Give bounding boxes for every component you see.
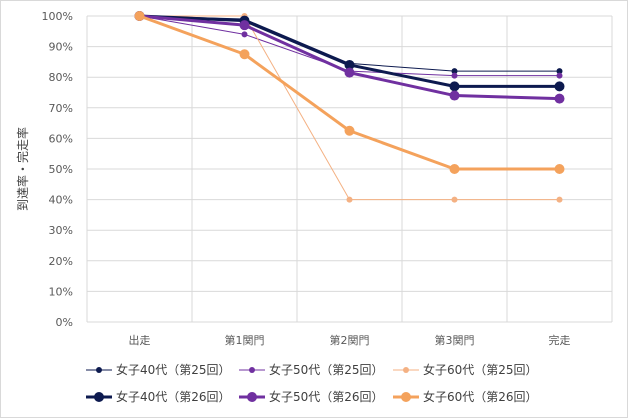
data-point <box>451 68 458 75</box>
data-point <box>239 20 250 31</box>
y-tick-label: 0% <box>56 316 73 329</box>
series <box>134 11 565 104</box>
data-point <box>451 72 458 79</box>
y-tick-label: 40% <box>49 194 73 207</box>
legend-swatch-marker <box>249 367 255 373</box>
legend-item: 女子50代（第25回） <box>239 362 384 377</box>
legend-label: 女子40代（第26回） <box>116 389 231 404</box>
data-point <box>346 196 353 203</box>
data-point <box>556 68 563 75</box>
y-tick-label: 30% <box>49 224 73 237</box>
series <box>134 11 565 174</box>
data-point <box>449 164 460 174</box>
legend-item: 女子40代（第26回） <box>86 389 231 404</box>
data-point <box>344 59 355 70</box>
legend-swatch-marker <box>401 392 411 402</box>
series-lines <box>134 11 565 203</box>
series <box>134 11 565 92</box>
legend-item: 女子60代（第25回） <box>393 362 538 377</box>
data-point <box>344 67 355 78</box>
data-point <box>344 125 355 136</box>
y-tick-label: 70% <box>49 102 73 115</box>
legend-label: 女子40代（第25回） <box>116 362 231 377</box>
y-tick-label: 10% <box>49 285 73 298</box>
legend-item: 女子40代（第25回） <box>86 362 231 377</box>
data-point <box>556 196 563 203</box>
x-tick-label: 出走 <box>129 333 151 347</box>
x-axis-tick-labels: 出走 第1関門 第2関門 第3関門 完走 <box>129 333 571 347</box>
data-point <box>134 11 145 21</box>
data-point <box>239 49 250 60</box>
data-point <box>451 196 458 203</box>
data-point <box>554 164 565 174</box>
legend-swatch-marker <box>247 392 257 402</box>
y-tick-label: 80% <box>49 71 73 84</box>
x-tick-label: 第3関門 <box>435 333 475 347</box>
y-tick-label: 100% <box>42 10 73 23</box>
legend-item: 女子60代（第26回） <box>393 389 538 404</box>
legend-swatch-marker <box>403 367 409 373</box>
data-point <box>556 72 563 79</box>
y-axis-tick-labels: 0% 10% 20% 30% 40% 50% 60% 70% 80% 90% 100% <box>42 10 73 329</box>
x-tick-label: 第2関門 <box>330 333 370 347</box>
series-line <box>138 14 560 171</box>
y-tick-label: 90% <box>49 41 73 54</box>
y-tick-label: 20% <box>49 255 73 268</box>
x-tick-label: 第1関門 <box>225 333 265 347</box>
y-tick-label: 50% <box>49 163 73 176</box>
y-tick-label: 60% <box>49 132 73 145</box>
legend: 女子40代（第25回） 女子50代（第25回） 女子60代（第25回） 女子40代（第… <box>86 362 538 404</box>
data-point <box>449 90 460 101</box>
legend-label: 女子60代（第26回） <box>423 389 538 404</box>
legend-label: 女子60代（第25回） <box>423 362 538 377</box>
legend-label: 女子50代（第26回） <box>269 389 384 404</box>
legend-item: 女子50代（第26回） <box>239 389 384 404</box>
legend-swatch-marker <box>96 367 102 373</box>
legend-label: 女子50代（第25回） <box>269 362 384 377</box>
data-point <box>554 81 565 92</box>
y-axis-title: 到達率・完走率 <box>15 127 30 211</box>
legend-swatch-marker <box>94 392 104 402</box>
x-tick-label: 完走 <box>549 333 571 347</box>
data-point <box>241 31 248 38</box>
data-point <box>554 93 565 104</box>
data-point <box>449 81 460 92</box>
